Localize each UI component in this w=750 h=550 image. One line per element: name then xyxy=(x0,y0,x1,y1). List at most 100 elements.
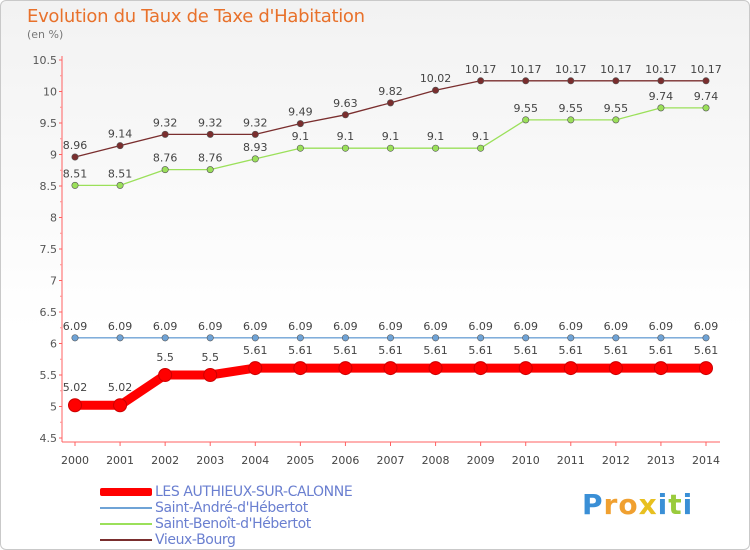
data-point xyxy=(206,166,214,174)
data-label: 6.09 xyxy=(153,320,178,333)
data-label: 9.49 xyxy=(288,106,313,119)
logo-letter: t xyxy=(668,488,683,521)
data-label: 9.55 xyxy=(559,102,584,115)
data-label: 6.09 xyxy=(243,320,268,333)
data-label: 9.14 xyxy=(108,128,133,141)
data-point xyxy=(567,116,575,124)
x-tick-label: 2010 xyxy=(512,454,540,467)
data-point xyxy=(432,144,440,152)
data-point xyxy=(657,104,665,112)
logo-letter: r xyxy=(603,488,619,521)
data-point xyxy=(71,153,79,161)
data-label: 6.09 xyxy=(694,320,719,333)
data-label: 6.09 xyxy=(333,320,358,333)
data-point xyxy=(702,104,710,112)
data-point xyxy=(338,361,353,376)
data-point xyxy=(71,181,79,189)
data-label: 6.09 xyxy=(378,320,403,333)
data-point xyxy=(563,361,578,376)
data-point xyxy=(702,77,710,85)
data-point xyxy=(612,116,620,124)
proxiti-logo: Proxiti xyxy=(582,488,693,521)
data-label: 9.32 xyxy=(198,116,223,129)
y-tick-label: 8.5 xyxy=(40,180,58,193)
data-label: 6.09 xyxy=(198,320,223,333)
data-label: 9.63 xyxy=(333,97,358,110)
data-label: 6.09 xyxy=(559,320,584,333)
data-point xyxy=(653,361,668,376)
data-point xyxy=(428,361,443,376)
data-label: 5.61 xyxy=(694,344,719,357)
data-label: 5.61 xyxy=(243,344,268,357)
legend-swatch-brown xyxy=(100,539,152,541)
legend-label: Vieux-Bourg xyxy=(155,532,236,548)
data-point xyxy=(386,144,394,152)
data-label: 9.55 xyxy=(513,102,538,115)
y-tick-label: 5.5 xyxy=(40,369,58,382)
data-point xyxy=(161,166,169,174)
data-point xyxy=(657,334,665,342)
x-tick-label: 2003 xyxy=(196,454,224,467)
data-point xyxy=(113,398,128,413)
legend-label: Saint-André-d'Hébertot xyxy=(155,500,308,516)
data-point xyxy=(116,181,124,189)
x-tick-label: 2002 xyxy=(151,454,179,467)
x-tick-label: 2007 xyxy=(377,454,405,467)
y-tick-label: 7 xyxy=(50,275,57,288)
x-tick-label: 2005 xyxy=(286,454,314,467)
data-label: 9.32 xyxy=(153,116,178,129)
data-label: 10.02 xyxy=(420,72,452,85)
data-point xyxy=(116,142,124,150)
logo-letter: P xyxy=(582,488,604,521)
data-label: 9.1 xyxy=(472,130,490,143)
data-label: 5.02 xyxy=(63,381,88,394)
data-point xyxy=(251,334,259,342)
data-label: 6.09 xyxy=(63,320,88,333)
data-point xyxy=(522,334,530,342)
data-label: 9.1 xyxy=(337,130,355,143)
logo-letter: o xyxy=(618,488,639,521)
y-tick-label: 5 xyxy=(50,401,57,414)
data-point xyxy=(293,361,308,376)
data-label: 6.09 xyxy=(423,320,448,333)
data-label: 10.17 xyxy=(600,63,632,76)
legend-label: LES AUTHIEUX-SUR-CALONNE xyxy=(155,484,353,500)
data-label: 9.74 xyxy=(694,90,719,103)
data-label: 5.61 xyxy=(378,344,403,357)
chart-title: Evolution du Taux de Taxe d'Habitation xyxy=(27,6,365,27)
data-point xyxy=(567,334,575,342)
x-tick-label: 2013 xyxy=(647,454,675,467)
data-label: 6.09 xyxy=(288,320,313,333)
y-axis-unit-label: (en %) xyxy=(27,28,64,41)
x-tick-label: 2011 xyxy=(557,454,585,467)
y-tick-label: 10 xyxy=(43,86,57,99)
y-tick-label: 6.5 xyxy=(40,306,58,319)
logo-letter: i xyxy=(657,488,669,521)
data-point xyxy=(657,77,665,85)
data-point xyxy=(522,77,530,85)
data-label: 6.09 xyxy=(468,320,493,333)
data-point xyxy=(477,77,485,85)
data-point xyxy=(248,361,263,376)
data-point xyxy=(251,155,259,163)
data-label: 5.61 xyxy=(513,344,538,357)
x-tick-label: 2008 xyxy=(422,454,450,467)
data-label: 5.02 xyxy=(108,381,133,394)
data-label: 8.96 xyxy=(63,139,88,152)
data-label: 8.51 xyxy=(108,167,133,180)
data-point xyxy=(161,130,169,138)
data-label: 5.5 xyxy=(201,351,219,364)
data-point xyxy=(206,334,214,342)
y-tick-label: 9 xyxy=(50,149,57,162)
x-tick-label: 2001 xyxy=(106,454,134,467)
data-label: 5.61 xyxy=(604,344,629,357)
y-tick-label: 4.5 xyxy=(40,432,58,445)
data-label: 10.17 xyxy=(510,63,542,76)
logo-letter: i xyxy=(682,488,694,521)
y-tick-label: 8 xyxy=(50,212,57,225)
data-point xyxy=(432,334,440,342)
data-label: 6.09 xyxy=(649,320,674,333)
data-label: 6.09 xyxy=(513,320,538,333)
